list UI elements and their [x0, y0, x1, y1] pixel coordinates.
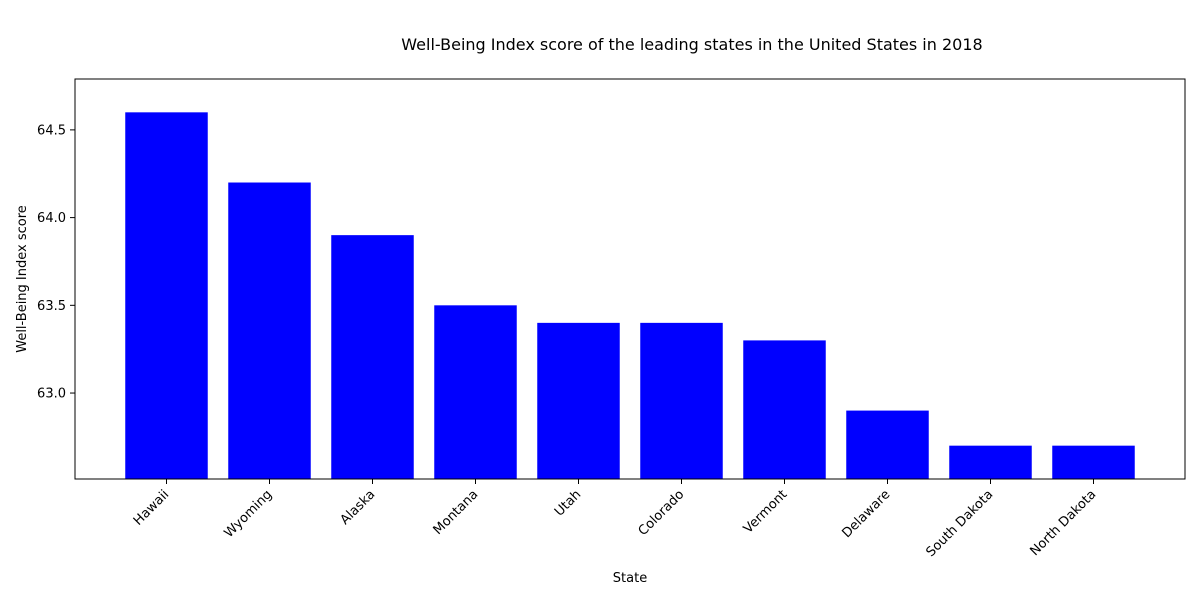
- bar-delaware: [846, 410, 929, 479]
- x-tick-label: Delaware: [839, 487, 893, 541]
- bar-montana: [434, 305, 517, 479]
- x-tick-label: Montana: [431, 487, 482, 538]
- x-tick-label: South Dakota: [924, 487, 997, 560]
- bar-wyoming: [228, 182, 311, 479]
- x-tick-label: North Dakota: [1028, 487, 1100, 559]
- x-tick-label: Wyoming: [222, 487, 276, 541]
- y-axis: 63.0 63.5 64.0 64.5: [37, 123, 75, 402]
- bars-group: [125, 112, 1135, 479]
- y-tick-label: 63.5: [37, 299, 66, 314]
- x-tick-label: Vermont: [741, 487, 790, 536]
- bar-hawaii: [125, 112, 208, 479]
- y-tick-label: 63.0: [37, 387, 66, 402]
- bar-utah: [537, 322, 620, 479]
- y-axis-label: Well-Being Index score: [15, 205, 30, 353]
- chart-title: Well-Being Index score of the leading st…: [401, 35, 982, 54]
- x-axis-label: State: [613, 571, 647, 586]
- bar-alaska: [331, 235, 414, 479]
- x-axis: Hawaii Wyoming Alaska Montana Utah Colorado Ve…: [131, 479, 1099, 560]
- x-tick-label: Colorado: [636, 487, 688, 539]
- x-tick-label: Hawaii: [131, 487, 172, 528]
- plot-frame: [74, 78, 1186, 480]
- y-tick-label: 64.0: [37, 211, 66, 226]
- bar-colorado: [640, 322, 723, 479]
- x-tick-label: Alaska: [338, 487, 379, 528]
- y-tick-label: 64.5: [37, 123, 66, 138]
- bar-south-dakota: [949, 445, 1032, 479]
- x-tick-label: Utah: [552, 487, 584, 519]
- bar-north-dakota: [1052, 445, 1135, 479]
- bar-vermont: [743, 340, 826, 479]
